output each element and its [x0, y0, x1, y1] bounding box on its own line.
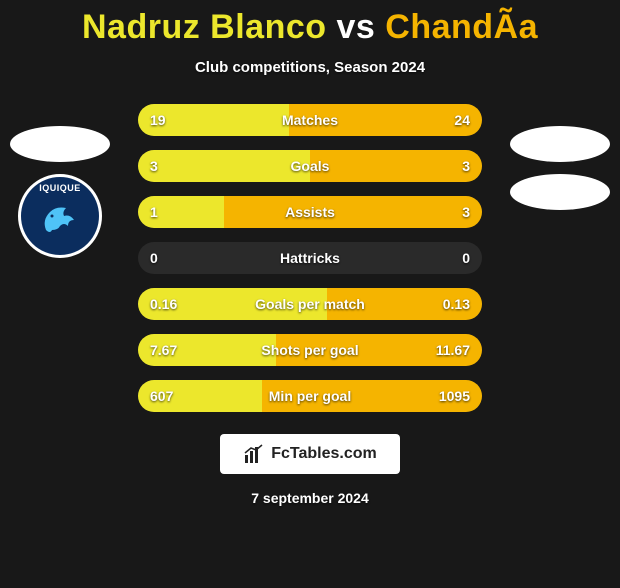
- stat-row: 6071095Min per goal: [138, 380, 482, 412]
- player2-club-placeholder: [510, 174, 610, 210]
- vs-separator: vs: [336, 8, 375, 46]
- chart-icon: [243, 443, 265, 465]
- stat-row: 7.6711.67Shots per goal: [138, 334, 482, 366]
- stat-row: 13Assists: [138, 196, 482, 228]
- footer-date: 7 september 2024: [0, 490, 620, 506]
- club-name: IQUIQUE: [39, 183, 81, 193]
- stat-label: Goals: [138, 158, 482, 174]
- stat-row: 33Goals: [138, 150, 482, 182]
- comparison-title: Nadruz Blanco vs ChandÃ­a: [0, 8, 620, 47]
- player2-avatar-placeholder: [510, 126, 610, 162]
- brand-logo[interactable]: FcTables.com: [220, 434, 400, 474]
- stats-container: 1924Matches 33Goals 13Assists 00Hattricks 0.…: [138, 104, 482, 412]
- right-avatars: [510, 126, 610, 210]
- stat-label: Goals per match: [138, 296, 482, 312]
- stat-row: 00Hattricks: [138, 242, 482, 274]
- stat-row: 1924Matches: [138, 104, 482, 136]
- left-avatars: IQUIQUE: [10, 126, 110, 258]
- stat-row: 0.160.13Goals per match: [138, 288, 482, 320]
- dragon-icon: [36, 196, 84, 244]
- stat-label: Matches: [138, 112, 482, 128]
- player1-name: Nadruz Blanco: [82, 8, 327, 46]
- player1-club-badge: IQUIQUE: [18, 174, 102, 258]
- player1-avatar-placeholder: [10, 126, 110, 162]
- stat-label: Min per goal: [138, 388, 482, 404]
- player2-name: ChandÃ­a: [385, 8, 538, 46]
- stat-label: Hattricks: [138, 250, 482, 266]
- stat-label: Shots per goal: [138, 342, 482, 358]
- stat-label: Assists: [138, 204, 482, 220]
- brand-text: FcTables.com: [271, 445, 377, 463]
- subtitle: Club competitions, Season 2024: [0, 59, 620, 76]
